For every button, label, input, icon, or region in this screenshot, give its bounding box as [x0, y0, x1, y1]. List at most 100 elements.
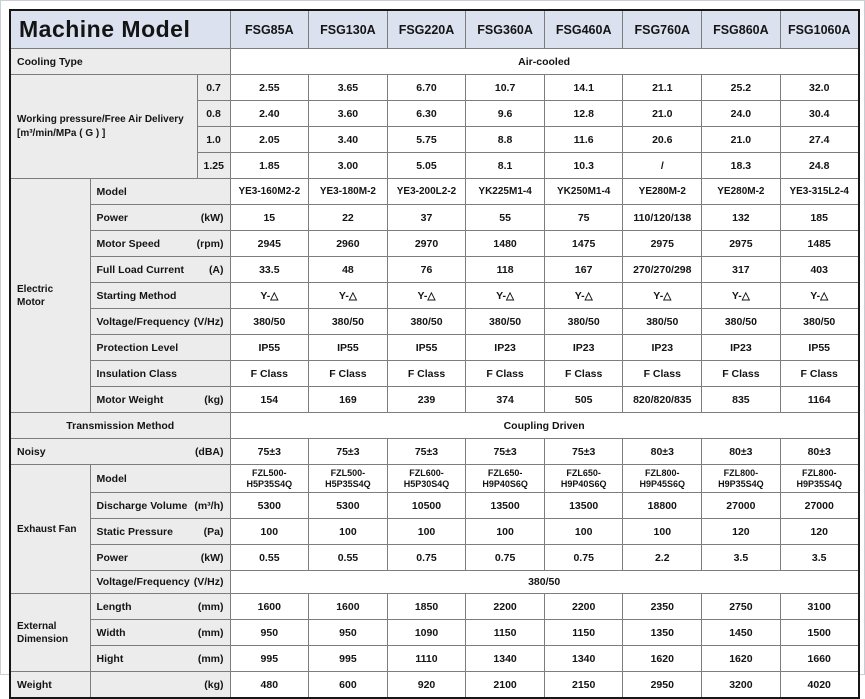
fan-model-value: FZL500-H5P35S4Q [308, 464, 388, 493]
row-unit: (rpm) [196, 237, 224, 250]
fad-value: 5.05 [386, 152, 467, 179]
weight-value: 600 [308, 671, 388, 699]
discharge-volume-value: 13500 [543, 492, 624, 519]
motor-voltage-value: 380/50 [622, 308, 703, 335]
cooling-type-value: Air-cooled [229, 48, 860, 75]
pressure-label-line2: [m³/min/MPa ( G ) ] [17, 127, 106, 139]
pressure-label-line1: Working pressure/Free Air Delivery [17, 114, 184, 125]
fan-power-value: 0.75 [386, 544, 467, 571]
width-value: 1500 [779, 619, 860, 646]
protection-level-row: Protection Level IP55 IP55 IP55 IP23 IP23 IP2… [10, 334, 860, 361]
row-label-text: Power [96, 551, 129, 564]
row-unit: (mm) [197, 600, 224, 613]
pressure-point: 1.25 [196, 152, 231, 179]
motor-model-value: YE3-200L2-2 [386, 178, 467, 205]
motor-model-value: YK250M1-4 [543, 178, 624, 205]
fan-power-value: 3.5 [701, 544, 781, 571]
motor-speed-value: 1485 [779, 230, 860, 257]
starting-method-value: Y-△ [622, 282, 703, 309]
noise-level-value: 75±3 [386, 438, 467, 465]
length-value: 2750 [701, 593, 781, 620]
motor-power-value: 55 [465, 204, 545, 231]
row-label-text: Motor Speed [96, 237, 161, 250]
exhaust-fan-group-label: Exhaust Fan [9, 464, 91, 594]
fan-power-value: 2.2 [622, 544, 703, 571]
fan-model-value: FZL800-H9P35S4Q [779, 464, 860, 493]
fad-value: 3.40 [308, 126, 388, 153]
full-load-current-value: 48 [308, 256, 388, 283]
width-row: Width (mm) 950 950 1090 1150 1150 1350 1450 1500 [10, 619, 860, 646]
motor-power-value: 37 [386, 204, 467, 231]
fad-value: 3.65 [308, 74, 388, 101]
row-label-text: Motor Weight [96, 393, 164, 406]
motor-model-value: YE3-315L2-4 [779, 178, 860, 205]
motor-model-row: Electric Motor Model YE3-160M2-2 YE3-180M… [9, 178, 860, 413]
motor-row-label: Power (kW) [89, 204, 231, 231]
height-value: 1620 [701, 645, 781, 672]
fad-value: 14.1 [543, 74, 624, 101]
row-unit: (V/Hz) [193, 315, 224, 328]
discharge-volume-value: 5300 [308, 492, 388, 519]
insulation-class-value: F Class [308, 360, 388, 387]
fad-value: 2.40 [229, 100, 310, 127]
insulation-class-value: F Class [465, 360, 545, 387]
fad-value: 21.0 [701, 126, 781, 153]
pressure-row: 0.8 2.40 3.60 6.30 9.6 12.8 21.0 24.0 30.4 [10, 100, 860, 127]
fad-value: / [622, 152, 703, 179]
static-pressure-row: Static Pressure (Pa) 100 100 100 100 100 100 12… [10, 518, 860, 545]
model-column-header: FSG760A [622, 9, 703, 49]
weight-value: 3200 [701, 671, 781, 699]
motor-model-value: YE3-160M2-2 [229, 178, 310, 205]
fan-model-value: FZL800-H9P45S6Q [622, 464, 703, 493]
fad-value: 6.30 [386, 100, 467, 127]
starting-method-value: Y-△ [701, 282, 781, 309]
discharge-volume-row: Discharge Volume (m³/h) 5300 5300 10500 1350… [10, 492, 860, 519]
full-load-current-value: 317 [701, 256, 781, 283]
weight-value: 2150 [543, 671, 624, 699]
fan-power-value: 0.55 [308, 544, 388, 571]
motor-row-label: Protection Level [89, 334, 231, 361]
static-pressure-value: 120 [779, 518, 860, 545]
weight-value: 920 [386, 671, 467, 699]
protection-level-value: IP55 [386, 334, 467, 361]
width-value: 1150 [543, 619, 624, 646]
row-unit: (m³/h) [194, 499, 224, 512]
motor-row-label: Starting Method [89, 282, 231, 309]
fan-model-value: FZL600-H5P30S4Q [386, 464, 467, 493]
pressure-point: 0.8 [196, 100, 231, 127]
motor-weight-value: 505 [543, 386, 624, 413]
full-load-current-value: 76 [386, 256, 467, 283]
fad-value: 10.7 [465, 74, 545, 101]
motor-weight-value: 169 [308, 386, 388, 413]
width-value: 1150 [465, 619, 545, 646]
row-unit: (mm) [197, 626, 224, 639]
width-value: 1350 [622, 619, 703, 646]
motor-speed-value: 2975 [622, 230, 703, 257]
motor-power-row: Power (kW) 15 22 37 55 75 110/120/138 132 185 [10, 204, 860, 231]
full-load-current-row: Full Load Current (A) 33.5 48 76 118 167 270/2… [10, 256, 860, 283]
noise-level-value: 80±3 [779, 438, 860, 465]
length-value: 1600 [229, 593, 310, 620]
length-value: 2200 [543, 593, 624, 620]
fad-value: 18.3 [701, 152, 781, 179]
height-value: 1620 [622, 645, 703, 672]
discharge-volume-value: 10500 [386, 492, 467, 519]
fad-value: 8.1 [465, 152, 545, 179]
row-label-text: Width [96, 626, 126, 639]
starting-method-value: Y-△ [543, 282, 624, 309]
fan-power-value: 3.5 [779, 544, 860, 571]
external-dimension-group-label: External Dimension [9, 593, 91, 672]
fad-value: 21.0 [622, 100, 703, 127]
motor-speed-value: 2960 [308, 230, 388, 257]
noise-level-value: 75±3 [543, 438, 624, 465]
fad-value: 2.55 [229, 74, 310, 101]
weight-unit-cell: (kg) [89, 671, 231, 699]
transmission-row: Transmission Method Coupling Driven [9, 412, 860, 439]
fad-value: 30.4 [779, 100, 860, 127]
row-label-text: Length [96, 600, 132, 613]
motor-voltage-value: 380/50 [229, 308, 310, 335]
motor-power-value: 75 [543, 204, 624, 231]
starting-method-value: Y-△ [465, 282, 545, 309]
fad-value: 11.6 [543, 126, 624, 153]
height-value: 995 [308, 645, 388, 672]
